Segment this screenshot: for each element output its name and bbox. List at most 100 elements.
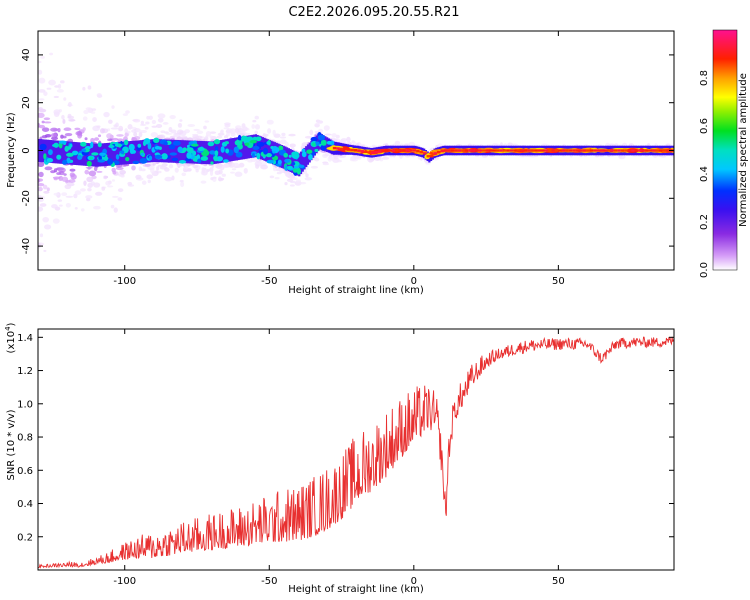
spectrogram-cell xyxy=(231,168,237,171)
spectrogram-cell xyxy=(80,208,85,212)
spectrogram-cell xyxy=(582,149,587,152)
spectrogram-cell xyxy=(53,128,58,132)
spectrogram-cell xyxy=(114,141,119,145)
snr-y-tick-label: 0.6 xyxy=(17,466,33,477)
spectrogram-cell xyxy=(168,144,176,150)
spectrogram-cell xyxy=(223,122,231,126)
spectrogram-cell xyxy=(109,142,112,166)
spectrogram-cell xyxy=(304,135,313,139)
spectrogram-cell xyxy=(475,149,479,152)
spectrogram-cell xyxy=(82,116,88,121)
spectrogram-cell xyxy=(111,137,119,141)
spectrogram-cell xyxy=(77,154,83,160)
spectrogram-cell xyxy=(301,149,304,172)
spectrogram-cell xyxy=(138,166,143,172)
spectrogram-cell xyxy=(41,127,50,132)
spectrogram-cell xyxy=(272,129,276,136)
spectrogram-cell xyxy=(138,140,141,164)
spectrogram-cell xyxy=(382,156,390,160)
spectrogram-cell xyxy=(171,175,175,181)
spectrogram-cell xyxy=(310,165,319,169)
spectrogram-cell xyxy=(146,174,153,179)
spectrogram-cell xyxy=(306,144,310,165)
spectrogram-cell xyxy=(367,156,375,163)
colorbar-tick-label: 0.4 xyxy=(699,166,710,182)
spectrogram-cell xyxy=(140,152,145,157)
spectrogram-cell xyxy=(154,172,158,176)
spectrogram-cell xyxy=(38,186,43,192)
spectrogram-cell xyxy=(197,158,202,163)
spectrogram-cell xyxy=(85,166,93,169)
spectrogram-cell xyxy=(433,152,437,155)
spectrogram-cell xyxy=(69,168,76,172)
spectrogram-cell xyxy=(147,179,151,184)
spectrogram-cell xyxy=(320,144,327,151)
spectrogram-cell xyxy=(234,165,241,169)
spectrogram-cell xyxy=(419,150,424,154)
spectrogram-cell xyxy=(149,139,152,163)
spectrogram-cell xyxy=(284,146,287,170)
spectrogram-cell xyxy=(192,164,199,169)
spectrogram-cell xyxy=(40,55,45,59)
spectrogram-cell xyxy=(88,143,91,167)
spectrogram-cell xyxy=(235,151,243,158)
spectrogram-cell xyxy=(61,114,65,120)
spectrogram-cell xyxy=(256,152,261,160)
spectrogram-cell xyxy=(150,167,155,174)
spectrogram-cell xyxy=(150,132,158,138)
spectrogram-cell xyxy=(64,145,69,152)
spectrogram-cell xyxy=(43,249,47,253)
spectrogram-cell xyxy=(161,139,164,163)
spectrogram-cell xyxy=(274,176,280,180)
spectrogram-cell xyxy=(38,98,45,101)
spectrogram-cell xyxy=(94,137,100,141)
spectrogram-cell xyxy=(159,134,166,140)
spectrogram-cell xyxy=(38,122,41,128)
spectrogram-cell xyxy=(192,150,197,156)
spectrogram-cell xyxy=(176,129,184,135)
spectrogram-cell xyxy=(339,147,344,151)
spectrogram-cell xyxy=(38,161,45,167)
spectrogram-cell xyxy=(38,206,44,212)
spectrogram-cell xyxy=(60,80,65,84)
spectrogram-cell xyxy=(111,179,116,182)
spectrogram-cell xyxy=(116,134,124,137)
spectrogram-cell xyxy=(135,174,142,180)
spectrogram-cell xyxy=(624,149,628,152)
spectrogram-cell xyxy=(388,149,392,152)
spectrogram-cell xyxy=(226,128,233,134)
spectrogram-cell xyxy=(180,181,185,188)
spectrogram-cell xyxy=(575,149,580,152)
spectrogram-cell xyxy=(235,127,240,134)
spectrogram-cell xyxy=(153,137,160,144)
spectrogram-cell xyxy=(169,114,176,120)
spectrogram-cell xyxy=(579,149,583,152)
spectrogram-cell xyxy=(447,149,451,152)
spectrogram-cell xyxy=(596,149,601,152)
spectrogram-cell xyxy=(317,134,326,141)
spectrogram-cell xyxy=(131,165,136,171)
spectrogram-cell xyxy=(174,167,179,173)
spectrogram-cell xyxy=(232,137,235,161)
spectrogram-cell xyxy=(61,192,68,197)
snr-x-label: Height of straight line (km) xyxy=(288,584,424,595)
spectrogram-cell xyxy=(176,164,183,167)
spectrogram-cell xyxy=(223,135,228,139)
spectrogram-cell xyxy=(286,178,294,183)
spectrogram-cell xyxy=(97,134,102,138)
spectrogram-cell xyxy=(558,149,562,152)
spectrogram-cell xyxy=(147,142,152,150)
spectrogram-cell xyxy=(126,130,131,134)
spectrogram-cell xyxy=(381,149,385,153)
spectrogram-cell xyxy=(106,133,113,139)
spectrogram-cell xyxy=(46,187,50,192)
spectrogram-cell xyxy=(112,142,115,166)
spectrogram-cell xyxy=(107,158,114,165)
spectrogram-cell xyxy=(139,157,148,164)
snr-x-ticks: -100 -50 0 50 xyxy=(113,329,565,587)
spectrogram-cell xyxy=(394,140,401,145)
spectrogram-cell xyxy=(185,140,188,164)
spectrogram-cell xyxy=(200,180,207,184)
spectrogram-cell xyxy=(534,149,538,152)
spectrogram-cell xyxy=(322,162,330,166)
